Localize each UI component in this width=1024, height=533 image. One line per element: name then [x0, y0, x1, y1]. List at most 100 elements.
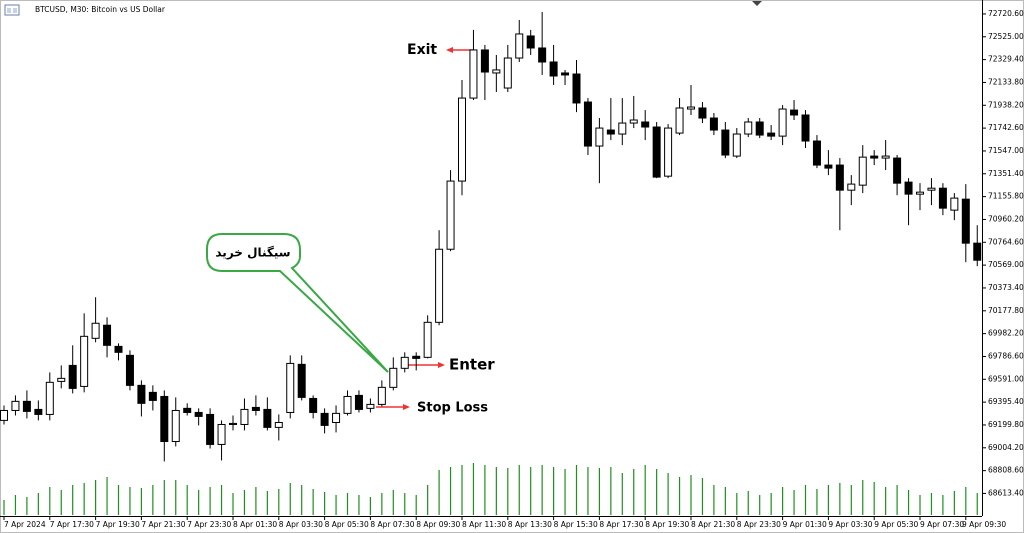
- y-tick-label: 71155.80: [988, 192, 1024, 201]
- candle-body: [938, 187, 947, 209]
- x-tick-label: 8 Apr 05:30: [325, 520, 369, 529]
- y-tick-label: 69591.00: [988, 374, 1024, 383]
- candle-body: [80, 335, 89, 387]
- y-tick-label: 70569.00: [988, 260, 1024, 269]
- stoploss-label: Stop Loss: [417, 401, 488, 416]
- candle-body: [538, 47, 547, 63]
- y-tick-label: 68808.60: [988, 466, 1024, 475]
- x-tick-label: 7 Apr 21:30: [141, 520, 185, 529]
- candle-body: [744, 121, 753, 135]
- annotation-arrows: [376, 47, 474, 410]
- x-tick-label: 7 Apr 23:30: [187, 520, 231, 529]
- symbol-icon: [4, 4, 20, 16]
- y-tick-label: 69004.20: [988, 443, 1024, 452]
- candle-body: [549, 61, 558, 77]
- enter-arrowhead: [438, 362, 445, 368]
- y-tick-label: 69982.20: [988, 329, 1024, 338]
- candle-body: [664, 127, 673, 177]
- y-tick-label: 72525.00: [988, 32, 1024, 41]
- x-tick-label: 7 Apr 2024: [4, 520, 46, 529]
- signal-label: سیگنال خرید: [215, 246, 290, 260]
- x-tick-label: 8 Apr 23:30: [737, 520, 781, 529]
- candle-body: [847, 183, 856, 191]
- candle-body: [263, 408, 272, 428]
- candle-body: [389, 367, 398, 388]
- candle-body: [583, 101, 592, 147]
- candle-body: [652, 126, 661, 178]
- candle-body: [366, 403, 375, 409]
- y-tick-label: 71938.20: [988, 100, 1024, 109]
- x-tick-label: 8 Apr 01:30: [233, 520, 277, 529]
- x-tick-label: 9 Apr 05:30: [874, 520, 918, 529]
- candle-body: [400, 356, 409, 369]
- candle-body: [870, 155, 879, 159]
- candle-body: [526, 35, 535, 49]
- y-tick-label: 70373.40: [988, 283, 1024, 292]
- candle-body: [125, 354, 134, 386]
- window-menu-button[interactable]: [752, 1, 762, 6]
- candle-body: [503, 57, 512, 89]
- candle-body: [629, 119, 638, 124]
- y-tick-label: 71547.00: [988, 146, 1024, 155]
- candle-body: [606, 129, 615, 135]
- candle-body: [675, 107, 684, 134]
- candle-body: [297, 363, 306, 398]
- y-tick-label: 70764.60: [988, 237, 1024, 246]
- x-tick-label: 7 Apr 17:30: [50, 520, 94, 529]
- candle-body: [801, 114, 810, 142]
- candle-body: [240, 408, 249, 425]
- enter-label: Enter: [449, 356, 495, 374]
- candle-body: [114, 345, 123, 353]
- candle-body: [835, 164, 844, 191]
- candle-body: [423, 321, 432, 358]
- candle-body: [595, 127, 604, 147]
- candle-body: [790, 109, 799, 116]
- candle-body: [469, 49, 478, 99]
- candle-body: [171, 409, 180, 443]
- y-tick-label: 72133.80: [988, 77, 1024, 86]
- candle-body: [91, 322, 100, 339]
- candle-body: [778, 108, 787, 137]
- candle-body: [148, 391, 157, 401]
- candle-body: [137, 384, 146, 404]
- candle-body: [320, 412, 329, 426]
- y-tick-label: 69786.60: [988, 351, 1024, 360]
- x-tick-label: 8 Apr 17:30: [599, 520, 643, 529]
- candle-body: [45, 381, 54, 415]
- candle-body: [698, 107, 707, 119]
- bubble-shape: [206, 233, 389, 373]
- x-tick-label: 7 Apr 19:30: [96, 520, 140, 529]
- x-tick-label: 9 Apr 03:30: [828, 520, 872, 529]
- y-tick-label: 72720.60: [988, 9, 1024, 18]
- candle-body: [446, 180, 455, 250]
- candle-body: [251, 406, 260, 411]
- candle-body: [767, 132, 776, 137]
- candle-body: [309, 397, 318, 413]
- candle-body: [961, 198, 970, 244]
- candle-body: [34, 408, 43, 415]
- candle-body: [286, 362, 295, 413]
- x-tick-label: 9 Apr 07:30: [920, 520, 964, 529]
- candle-body: [332, 412, 341, 423]
- candle-body: [458, 97, 466, 182]
- candle-body: [721, 129, 730, 156]
- chart-title: BTCUSD, M30: Bitcoin vs US Dollar: [35, 5, 166, 14]
- candle-body: [206, 413, 215, 445]
- y-tick-label: 70960.20: [988, 214, 1024, 223]
- candle-body: [229, 422, 237, 425]
- candle-body: [950, 197, 959, 211]
- candle-body: [435, 248, 444, 323]
- candle-body: [618, 122, 627, 135]
- candle-body: [274, 421, 283, 428]
- stoploss-arrowhead: [403, 404, 410, 410]
- y-tick-label: 72329.40: [988, 55, 1024, 64]
- candle-body: [687, 106, 695, 110]
- x-tick-label: 8 Apr 09:30: [416, 520, 460, 529]
- x-tick-label: 8 Apr 15:30: [554, 520, 598, 529]
- speech-bubble: [206, 233, 389, 373]
- candle-body: [354, 394, 363, 410]
- y-tick-label: 71351.40: [988, 169, 1024, 178]
